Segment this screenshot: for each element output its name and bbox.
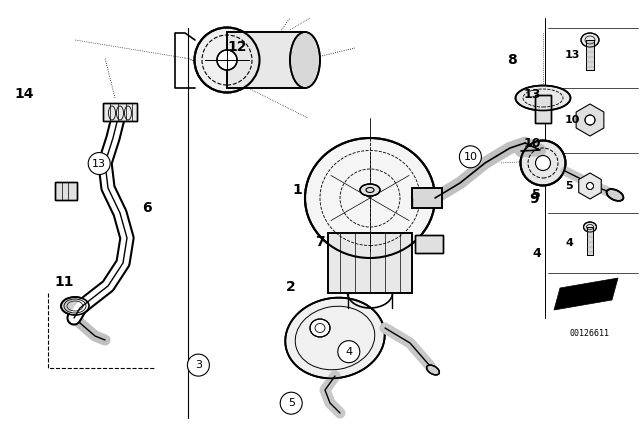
Ellipse shape — [305, 138, 435, 258]
Text: 4: 4 — [565, 238, 573, 248]
Text: 4: 4 — [345, 347, 353, 357]
Text: 10: 10 — [565, 115, 580, 125]
Text: 2: 2 — [286, 280, 296, 294]
Text: 5: 5 — [565, 181, 573, 191]
Ellipse shape — [195, 27, 259, 92]
Ellipse shape — [427, 365, 440, 375]
Bar — [535, 95, 551, 123]
Ellipse shape — [290, 32, 320, 88]
Text: 3: 3 — [195, 360, 202, 370]
Bar — [103, 103, 137, 121]
Text: 13: 13 — [524, 87, 541, 101]
Ellipse shape — [217, 50, 237, 70]
Text: 1: 1 — [292, 183, 303, 198]
Text: 4: 4 — [532, 246, 541, 260]
Ellipse shape — [310, 319, 330, 337]
Text: 13: 13 — [92, 159, 106, 168]
Bar — [415, 235, 443, 253]
Text: 5: 5 — [288, 398, 294, 408]
Ellipse shape — [586, 182, 593, 190]
Bar — [415, 235, 443, 253]
Bar — [412, 188, 442, 208]
Ellipse shape — [61, 297, 89, 315]
Circle shape — [338, 340, 360, 363]
Circle shape — [188, 354, 209, 376]
Ellipse shape — [607, 189, 623, 201]
Bar — [227, 32, 305, 88]
Bar — [587, 227, 593, 255]
Polygon shape — [579, 173, 601, 199]
Bar — [586, 40, 594, 70]
Text: 8: 8 — [507, 53, 517, 68]
Ellipse shape — [536, 155, 550, 171]
Ellipse shape — [584, 222, 596, 232]
Bar — [412, 188, 442, 208]
Ellipse shape — [360, 184, 380, 196]
Ellipse shape — [581, 33, 599, 47]
Ellipse shape — [585, 115, 595, 125]
Bar — [55, 182, 77, 200]
Text: 6: 6 — [142, 201, 152, 215]
Bar — [586, 40, 594, 70]
Ellipse shape — [285, 297, 385, 379]
Text: 9: 9 — [529, 192, 540, 207]
Circle shape — [280, 392, 302, 414]
Text: 10: 10 — [524, 137, 541, 150]
Text: 13: 13 — [565, 50, 580, 60]
Bar — [55, 182, 77, 200]
Polygon shape — [576, 104, 604, 136]
Bar — [328, 233, 412, 293]
Ellipse shape — [520, 141, 566, 185]
Circle shape — [460, 146, 481, 168]
Text: 12: 12 — [227, 40, 246, 54]
Bar — [535, 95, 551, 123]
Text: 5: 5 — [532, 188, 541, 202]
Text: 11: 11 — [54, 275, 74, 289]
Bar — [587, 227, 593, 255]
Bar — [103, 103, 137, 121]
Text: 10: 10 — [463, 152, 477, 162]
Bar — [227, 32, 305, 88]
Ellipse shape — [515, 86, 570, 111]
Bar — [328, 233, 412, 293]
Text: 7: 7 — [315, 235, 325, 249]
Text: 14: 14 — [15, 87, 34, 101]
Polygon shape — [554, 278, 618, 310]
Circle shape — [88, 152, 110, 175]
Text: 00126611: 00126611 — [570, 328, 610, 337]
